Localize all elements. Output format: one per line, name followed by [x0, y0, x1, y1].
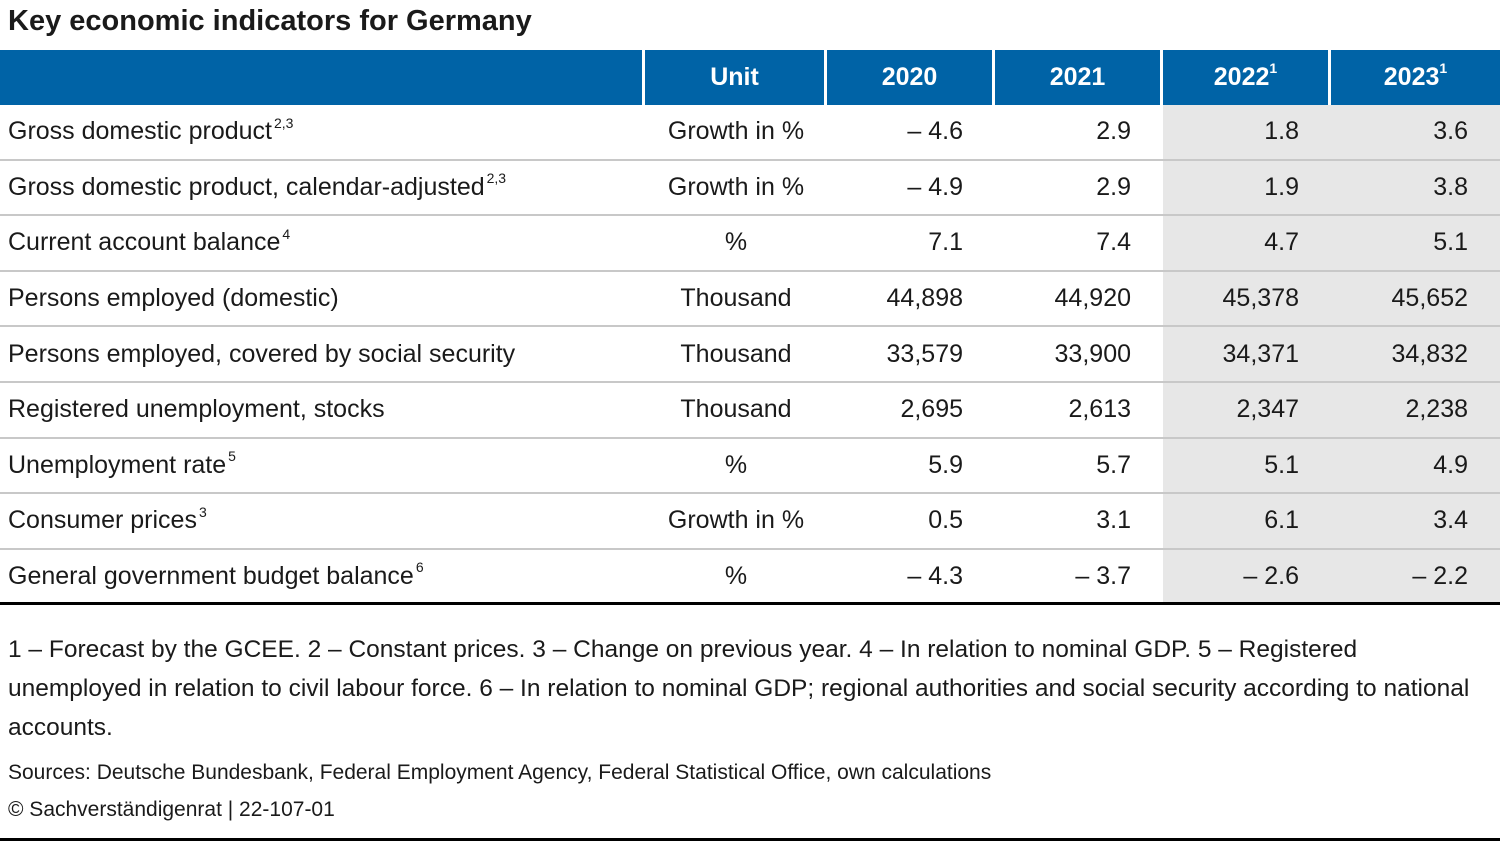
row-footnote: 4: [282, 225, 291, 242]
row-unit: Growth in %: [667, 172, 805, 201]
value-cell-2022: – 2.6: [1163, 549, 1331, 603]
value-cell-2022: 6.1: [1163, 494, 1331, 548]
row-label: Gross domestic product: [8, 117, 272, 146]
row-label-cell: General government budget balance 6: [0, 550, 645, 603]
header-year-footnote: 1: [1269, 59, 1278, 76]
value-cell-2022: 45,378: [1163, 271, 1331, 326]
value-cell-2021: 5.7: [1096, 450, 1131, 479]
bottom-rule: [0, 838, 1500, 841]
table-row: Registered unemployment, stocks Thousand 2…: [0, 382, 1500, 439]
row-unit: Thousand: [680, 284, 792, 313]
value-cell-2021: 2.9: [1096, 172, 1131, 201]
value-cell-2023: 45,652: [1331, 271, 1500, 326]
row-footnote: 5: [228, 448, 236, 465]
row-label-cell: Registered unemployment, stocks: [0, 383, 645, 437]
value-cell-2023: 3.4: [1331, 494, 1500, 548]
value-cell-2023: 3.6: [1331, 105, 1500, 159]
value-cell-2021: 7.4: [1096, 228, 1131, 257]
value-cell-2022: 1.9: [1163, 160, 1331, 215]
row-footnote: 2,3: [274, 114, 294, 131]
table-row: Persons employed (domestic) Thousand 44,89…: [0, 271, 1500, 328]
value-cell-2021: – 3.7: [1075, 561, 1131, 590]
row-label: Current account balance: [8, 228, 281, 257]
value-cell-2022: 2,347: [1163, 382, 1331, 437]
header-year-label: 2022: [1213, 63, 1270, 91]
value-cell-2020: 33,579: [886, 339, 963, 368]
copyright-line: © Sachverständigenrat | 22-107-01: [8, 798, 335, 821]
row-unit: Thousand: [680, 339, 792, 368]
value-cell-2022: 34,371: [1163, 327, 1331, 381]
row-unit: Thousand: [680, 395, 792, 424]
row-label-cell: Persons employed (domestic): [0, 272, 645, 326]
value-cell-2023: 2,238: [1331, 382, 1500, 437]
value-cell-2021: 2,613: [1068, 395, 1131, 424]
table-row: Consumer prices 3 Growth in % 0.5 3.1 6.1 3.4: [0, 494, 1500, 550]
header-year-footnote: 1: [1439, 59, 1448, 76]
header-year-label: 2021: [1049, 63, 1106, 91]
value-cell-2020: 2,695: [900, 395, 963, 424]
header-year-label: 2023: [1383, 63, 1440, 91]
row-label-cell: Consumer prices 3: [0, 494, 645, 548]
table-row: Gross domestic product, calendar-adjuste…: [0, 160, 1500, 217]
value-cell-2023: 3.8: [1331, 160, 1500, 215]
value-cell-2020: 44,898: [886, 284, 963, 313]
table-row: Unemployment rate 5% 5.9 5.7 5.1 4.9: [0, 438, 1500, 495]
page-title: Key economic indicators for Germany: [8, 5, 532, 37]
row-label: Persons employed, covered by social secu…: [8, 339, 516, 368]
value-cell-2020: 7.1: [928, 228, 963, 257]
value-cell-2020: – 4.6: [907, 117, 963, 146]
value-cell-2021: 44,920: [1054, 284, 1131, 313]
row-unit: %: [724, 561, 748, 590]
row-label: Consumer prices: [8, 506, 197, 535]
value-cell-2020: – 4.9: [907, 172, 963, 201]
footnotes: 1 – Forecast by the GCEE. 2 – Constant p…: [8, 636, 1470, 741]
value-cell-2022: 5.1: [1163, 438, 1331, 493]
header-year-2020: 2020: [827, 50, 995, 105]
table-header-row: Unit 2020 2021 2022 1 2023 1: [0, 50, 1500, 105]
row-unit: %: [724, 228, 748, 257]
value-cell-2021: 2.9: [1096, 117, 1131, 146]
header-year-2021: 2021: [995, 50, 1163, 105]
table-row: Persons employed, covered by social secu…: [0, 327, 1500, 383]
header-year-label: 2020: [881, 63, 938, 91]
header-label-cell: [0, 50, 645, 105]
indicators-table: Unit 2020 2021 2022 1 2023 1 Gross domesti…: [0, 50, 1500, 606]
value-cell-2021: 3.1: [1096, 506, 1131, 535]
table-body: Gross domestic product 2,3 Growth in % – 4.…: [0, 105, 1500, 606]
table-row: General government budget balance 6% – 4.3…: [0, 549, 1500, 606]
value-cell-2023: 4.9: [1331, 438, 1500, 493]
value-cell-2023: – 2.2: [1331, 549, 1500, 603]
table-row: Current account balance 4% 7.1 7.4 4.7 5.1: [0, 216, 1500, 272]
value-cell-2021: 33,900: [1054, 339, 1131, 368]
row-label-cell: Gross domestic product, calendar-adjuste…: [0, 161, 645, 215]
value-cell-2022: 1.8: [1163, 105, 1331, 159]
row-label-cell: Gross domestic product 2,3: [0, 105, 645, 159]
value-cell-2020: – 4.3: [907, 561, 963, 590]
value-cell-2020: 0.5: [928, 506, 963, 535]
row-footnote: 2,3: [486, 170, 507, 187]
table-row: Gross domestic product 2,3 Growth in % – 4.…: [0, 105, 1500, 161]
row-unit: Growth in %: [667, 117, 805, 146]
row-label-cell: Current account balance 4: [0, 216, 645, 270]
row-label-cell: Persons employed, covered by social secu…: [0, 327, 645, 381]
value-cell-2023: 5.1: [1331, 216, 1500, 270]
row-unit: Growth in %: [667, 506, 805, 535]
row-label-cell: Unemployment rate 5: [0, 439, 645, 493]
row-label: Gross domestic product, calendar-adjuste…: [8, 172, 485, 201]
row-footnote: 3: [198, 503, 207, 520]
value-cell-2023: 34,832: [1331, 327, 1500, 381]
row-label: General government budget balance: [8, 561, 414, 590]
row-label: Registered unemployment, stocks: [8, 395, 385, 424]
value-cell-2022: 4.7: [1163, 216, 1331, 270]
row-footnote: 6: [415, 559, 424, 576]
header-year-2022: 2022 1: [1163, 50, 1331, 105]
row-label: Unemployment rate: [8, 450, 227, 479]
row-label: Persons employed (domestic): [8, 284, 339, 313]
row-unit: %: [724, 450, 748, 479]
header-year-2023: 2023 1: [1331, 50, 1500, 105]
sources-line: Sources: Deutsche Bundesbank, Federal Em…: [8, 761, 992, 784]
header-unit-cell: Unit: [645, 50, 827, 105]
value-cell-2020: 5.9: [928, 450, 963, 479]
